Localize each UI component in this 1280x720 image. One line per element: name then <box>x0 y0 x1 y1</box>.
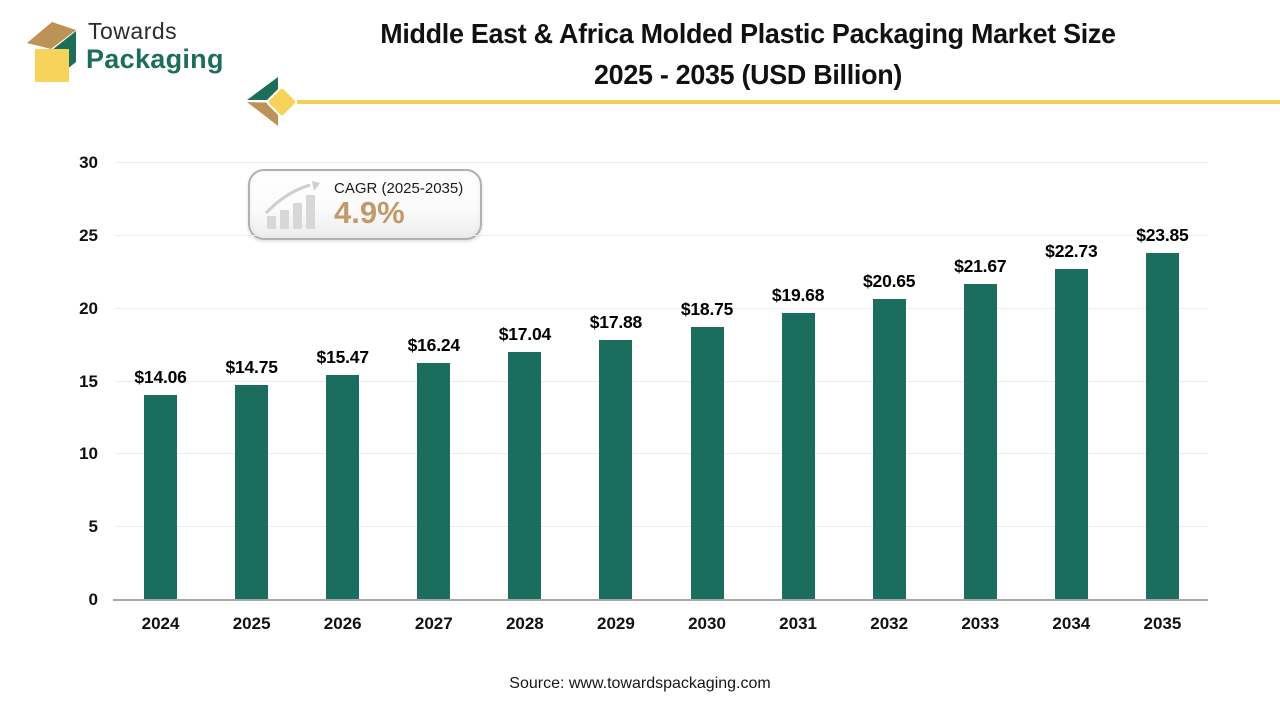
x-tick-label: 2032 <box>870 614 909 633</box>
y-tick-label: 10 <box>79 444 98 464</box>
x-tick-label: 2028 <box>505 614 544 633</box>
bar-value-label: $21.67 <box>954 256 1007 277</box>
x-tick-label: 2033 <box>961 614 1000 633</box>
bar <box>326 374 360 600</box>
y-tick-label: 15 <box>79 371 98 391</box>
x-tick-label: 2024 <box>141 614 180 633</box>
x-tick-label: 2027 <box>414 614 453 633</box>
gridline <box>115 526 1208 528</box>
x-axis: 2024 2025 2026 2027 2028 2029 2030 2031 2032 2033… <box>115 614 1208 634</box>
bar-column: $19.68 <box>753 163 844 600</box>
source-attribution: Source: www.towardspackaging.com <box>509 675 771 692</box>
x-tick-label: 2026 <box>323 614 362 633</box>
gridline <box>115 234 1208 236</box>
bar-value-label: $14.06 <box>134 367 187 388</box>
bar-value-label: $23.85 <box>1136 224 1189 245</box>
page-title: Middle East & Africa Molded Plastic Pack… <box>241 13 1255 95</box>
x-tick-label: 2034 <box>1052 614 1091 633</box>
y-tick-label: 25 <box>79 225 98 245</box>
bar-value-label: $22.73 <box>1045 240 1098 261</box>
x-tick-label: 2029 <box>597 614 635 633</box>
x-axis-line <box>113 599 1208 601</box>
bar-column: $18.75 <box>661 163 752 600</box>
bar <box>963 284 997 600</box>
bar-column: $16.24 <box>388 163 479 600</box>
y-tick-label: 0 <box>88 590 98 609</box>
brand-logo: Towards Packaging <box>24 16 254 86</box>
page-title-line1: Middle East & Africa Molded Plastic Pack… <box>380 18 1116 49</box>
bar-value-label: $20.65 <box>863 271 916 292</box>
bar-column: $17.04 <box>479 163 570 600</box>
growth-chart-icon <box>264 180 320 229</box>
bar <box>690 326 724 600</box>
bar-value-label: $14.75 <box>225 357 278 378</box>
logo-cube-icon <box>27 22 76 82</box>
bar <box>599 339 633 600</box>
bar-column: $17.88 <box>570 163 661 600</box>
title-arrow-decoration-icon <box>247 77 298 126</box>
brand-name-line2: Packaging <box>86 44 224 74</box>
x-tick-label: 2031 <box>779 614 817 633</box>
cagr-badge: CAGR (2025-2035) 4.9% <box>248 169 482 240</box>
title-underline-rule <box>297 100 1280 104</box>
bar <box>1054 268 1088 600</box>
gridline <box>115 162 1208 163</box>
bar <box>235 385 269 600</box>
bar-column: $21.67 <box>935 163 1026 600</box>
bar <box>417 363 451 600</box>
bar-column: $23.85 <box>1117 163 1208 600</box>
x-tick-label: 2035 <box>1143 614 1182 633</box>
y-axis: 0 5 10 15 20 25 30 <box>58 153 98 609</box>
bar-value-label: $15.47 <box>316 346 370 367</box>
page-title-line2: 2025 - 2035 (USD Billion) <box>593 59 903 90</box>
y-tick-label: 5 <box>88 517 98 537</box>
gridline <box>115 380 1208 382</box>
y-tick-label: 30 <box>79 153 98 172</box>
x-tick-label: 2025 <box>232 614 271 633</box>
gridline <box>115 307 1208 309</box>
bar <box>144 395 178 600</box>
bar-value-label: $19.68 <box>771 285 825 306</box>
cagr-label: CAGR (2025-2035) <box>334 180 464 197</box>
y-tick-label: 20 <box>79 298 98 318</box>
brand-name-line1: Towards <box>88 18 178 44</box>
bar-column: $20.65 <box>844 163 935 600</box>
bar-value-label: $16.24 <box>407 335 461 356</box>
bar-column: $15.47 <box>297 163 388 600</box>
bar-series: $14.06 $14.75 $15.47 $16.24 $17.04 $17.88 $18.… <box>115 163 1208 600</box>
bar <box>1145 252 1179 600</box>
gridline <box>115 453 1208 455</box>
bar <box>508 351 542 600</box>
bar-value-label: $17.88 <box>589 311 643 332</box>
bar-column: $22.73 <box>1026 163 1117 600</box>
plot-area: $14.06 $14.75 $15.47 $16.24 $17.04 $17.88 $18.… <box>113 162 1208 601</box>
bar-value-label: $17.04 <box>498 323 552 344</box>
bar <box>781 313 815 600</box>
bar-value-label: $18.75 <box>680 298 734 319</box>
bar <box>872 299 906 600</box>
bar-column: $14.06 <box>115 163 206 600</box>
x-tick-label: 2030 <box>688 614 726 633</box>
bar-column: $14.75 <box>206 163 297 600</box>
cagr-value: 4.9% <box>334 195 405 230</box>
